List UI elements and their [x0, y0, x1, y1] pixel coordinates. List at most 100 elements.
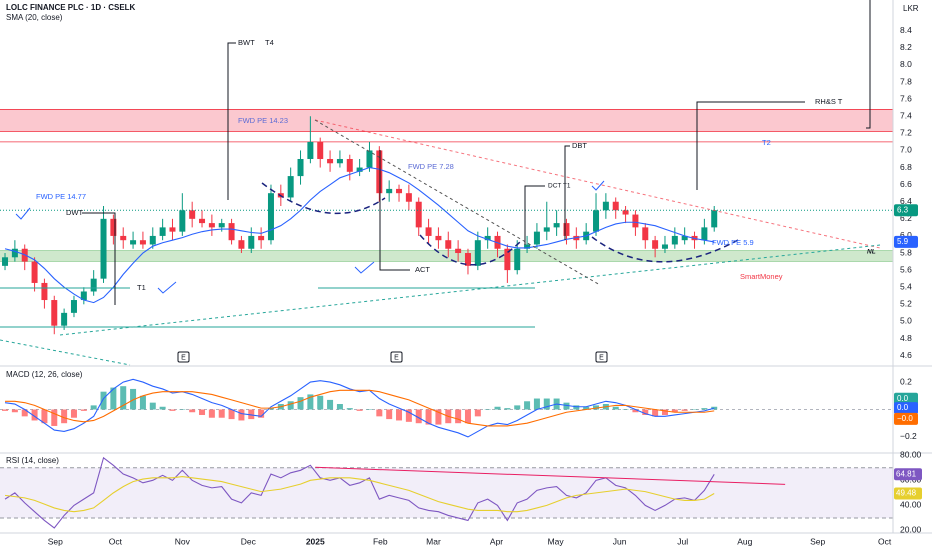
- histogram-bar: [2, 409, 9, 411]
- annotation: ACT: [415, 265, 430, 274]
- annotation: SmartMoney: [740, 272, 783, 281]
- candle-body: [671, 235, 678, 245]
- histogram-bar: [179, 409, 186, 410]
- rsi-band: [0, 467, 893, 518]
- histogram-bar: [524, 401, 531, 410]
- histogram-bar: [218, 409, 225, 418]
- y-tick-label: 8.2: [900, 42, 912, 52]
- histogram-bar: [593, 405, 600, 410]
- x-tick-label: Feb: [373, 536, 388, 546]
- indicator-title: RSI (14, close): [6, 456, 59, 465]
- histogram-bar: [70, 409, 77, 418]
- histogram-bar: [504, 408, 511, 410]
- candle-body: [327, 158, 334, 164]
- y-tick-label: 4.8: [900, 333, 912, 343]
- y-tick-label: 7.4: [900, 111, 912, 121]
- histogram-bar: [248, 409, 255, 420]
- histogram-bar: [405, 409, 412, 422]
- y-tick-label: 5.0: [900, 316, 912, 326]
- candle-body: [425, 227, 432, 236]
- y-tick-label: 7.2: [900, 128, 912, 138]
- candle-body: [356, 167, 363, 172]
- x-tick-label: Mar: [426, 536, 441, 546]
- histogram-bar: [90, 405, 97, 410]
- annotation: NL: [867, 249, 876, 256]
- x-tick-label: Dec: [241, 536, 257, 546]
- candle-body: [474, 240, 481, 266]
- candle-body: [524, 244, 531, 249]
- x-tick-label: Sep: [810, 536, 825, 546]
- indicator-title: SMA (20, close): [6, 13, 63, 22]
- candle-body: [346, 158, 353, 172]
- histogram-bar: [317, 395, 324, 410]
- x-tick-label: Oct: [878, 536, 892, 546]
- checkmark: [354, 261, 375, 274]
- histogram-bar: [583, 406, 590, 410]
- annotation: T1: [137, 283, 146, 292]
- y-tick-label: 40.00: [900, 500, 922, 510]
- histogram-bar: [652, 409, 659, 417]
- histogram-bar: [297, 397, 304, 410]
- candle-body: [189, 210, 196, 219]
- candle-body: [159, 227, 166, 236]
- histogram-bar: [346, 408, 353, 410]
- candle-body: [464, 253, 471, 266]
- x-tick-label: May: [548, 536, 565, 546]
- histogram-bar: [484, 409, 491, 410]
- price-badge-label: 0.0: [897, 394, 909, 403]
- candle-body: [70, 300, 77, 313]
- histogram-bar: [563, 402, 570, 410]
- candle-body: [396, 188, 403, 194]
- x-tick-label: Aug: [737, 536, 752, 546]
- x-tick-label: Jun: [613, 536, 627, 546]
- price-badge-label: 49.48: [896, 489, 917, 498]
- histogram-bar: [31, 409, 38, 421]
- annotation: DWT: [66, 208, 83, 217]
- price-zone: [0, 109, 893, 132]
- annotation: DCT T1: [548, 183, 571, 190]
- y-tick-label: 7.8: [900, 76, 912, 86]
- checkmark: [157, 281, 177, 294]
- candle-body: [41, 282, 48, 301]
- price-badge: [894, 402, 918, 415]
- annotation: FWD PE 7.28: [408, 162, 454, 171]
- y-tick-label: 7.0: [900, 145, 912, 155]
- candle-body: [642, 227, 649, 241]
- candle-body: [80, 291, 87, 301]
- histogram-bar: [189, 409, 196, 413]
- x-tick-label: Apr: [490, 536, 503, 546]
- annotation: FWD PE 14.23: [238, 116, 288, 125]
- annotation: FWD PE 5.9: [712, 238, 754, 247]
- price-badge-label: 0.0: [897, 403, 909, 412]
- y-tick-label: 8.4: [900, 25, 912, 35]
- x-tick-label: Sep: [48, 536, 63, 546]
- candle-body: [543, 227, 550, 232]
- histogram-bar: [376, 409, 383, 417]
- histogram-bar: [612, 406, 619, 410]
- histogram-bar: [464, 409, 471, 424]
- annotations: FWD PE 14.77 DWT T1 BWT T4 FWD PE 14.23 …: [0, 0, 881, 366]
- candle-body: [218, 223, 225, 228]
- candle-body: [701, 227, 708, 241]
- histogram-bar: [228, 409, 235, 420]
- histogram-bar: [169, 409, 176, 411]
- candle-body: [267, 193, 274, 241]
- candle-body: [504, 248, 511, 271]
- candle-body: [622, 210, 629, 215]
- candle-body: [652, 240, 659, 249]
- histogram-bar: [661, 409, 668, 415]
- candle-body: [208, 223, 215, 228]
- histogram-bar: [474, 409, 481, 417]
- earnings-marker: E: [394, 354, 399, 361]
- pattern-arc: [261, 182, 386, 215]
- candle-body: [386, 188, 393, 194]
- frame: [0, 0, 932, 534]
- candle-body: [130, 240, 137, 245]
- histogram-bar: [425, 409, 432, 425]
- chart-title: LOLC FINANCE PLC · 1D · CSELK: [6, 3, 136, 12]
- candle-body: [179, 210, 186, 232]
- y-tick-label: 5.4: [900, 281, 912, 291]
- histogram-bar: [711, 406, 718, 410]
- candle-body: [248, 235, 255, 249]
